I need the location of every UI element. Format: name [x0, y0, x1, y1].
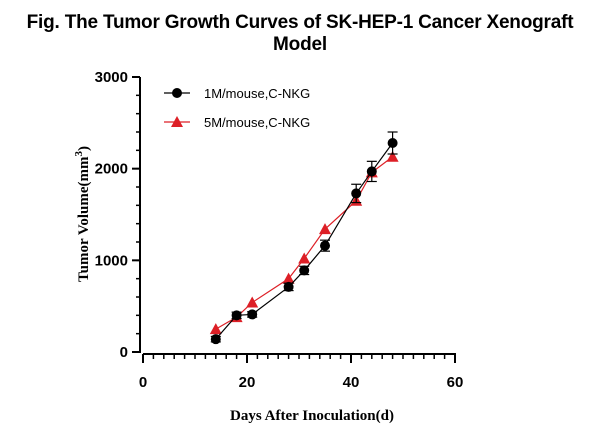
- x-tick-label: 60: [447, 374, 464, 391]
- x-tick-label: 20: [239, 374, 256, 391]
- series-layer: [209, 131, 399, 345]
- series-circle: [210, 131, 398, 345]
- y-tick-label: 0: [120, 344, 128, 361]
- y-tick-label: 1000: [95, 252, 128, 269]
- data-point: [247, 309, 258, 320]
- data-point: [298, 252, 311, 264]
- chart-title: Fig. The Tumor Growth Curves of SK-HEP-1…: [26, 12, 574, 55]
- data-point: [366, 166, 377, 177]
- series-line: [215, 156, 393, 330]
- data-point: [282, 272, 295, 284]
- y-axis-label-close: ): [76, 146, 92, 151]
- data-point: [283, 281, 294, 292]
- data-point: [386, 150, 399, 162]
- x-tick-label: 40: [343, 374, 360, 391]
- data-point: [209, 323, 222, 335]
- x-tick-label: 0: [139, 374, 147, 391]
- data-point: [231, 310, 242, 321]
- data-point: [387, 138, 398, 148]
- y-axis-ticks: 0 1000 2000 3000: [95, 69, 140, 361]
- series-line: [215, 142, 394, 340]
- y-axis-label-main: Tumor Volume(mm: [76, 156, 92, 282]
- series-triangle: [209, 150, 399, 335]
- data-point: [320, 240, 330, 251]
- x-axis-label: Days After Inoculation(d): [230, 408, 394, 424]
- legend-marker-triangle: [171, 116, 183, 127]
- data-point: [299, 265, 310, 276]
- y-axis-label: Tumor Volume(mm3): [73, 146, 92, 282]
- legend-marker-circle: [172, 88, 182, 98]
- y-tick-label: 3000: [95, 69, 128, 86]
- legend-item-5m: 5M/mouse,C-NKG: [164, 115, 310, 130]
- x-axis-ticks: 0 20 40 60: [139, 354, 464, 391]
- legend: 1M/mouse,C-NKG 5M/mouse,C-NKG: [164, 86, 310, 130]
- y-tick-label: 2000: [95, 161, 128, 178]
- data-point: [319, 223, 331, 235]
- legend-label-1m: 1M/mouse,C-NKG: [204, 86, 310, 101]
- data-point: [351, 188, 362, 199]
- data-point: [246, 296, 259, 308]
- y-axis-label-sup: 3: [73, 151, 85, 157]
- legend-label-5m: 5M/mouse,C-NKG: [204, 115, 310, 130]
- data-point: [210, 334, 221, 345]
- legend-item-1m: 1M/mouse,C-NKG: [164, 86, 310, 101]
